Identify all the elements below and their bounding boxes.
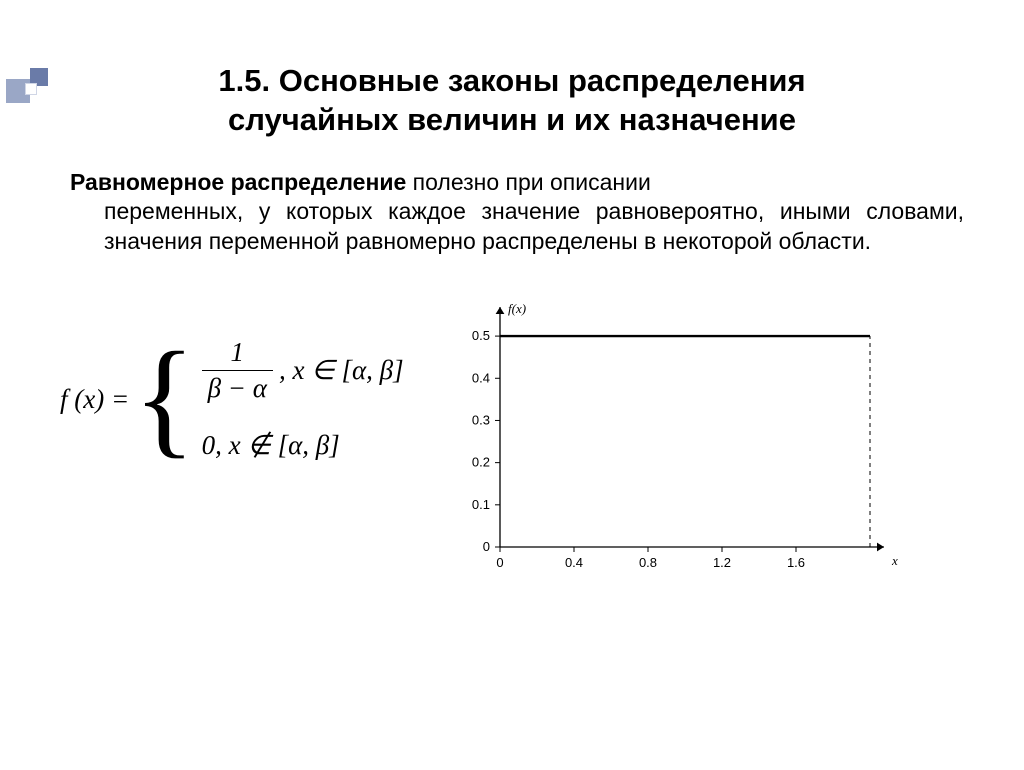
svg-text:f(x): f(x) (508, 301, 526, 316)
svg-text:0.4: 0.4 (565, 555, 583, 570)
paragraph-rest-1: полезно при описании (406, 169, 651, 195)
paragraph-rest-block: переменных, у которых каждое значение ра… (70, 197, 964, 257)
svg-text:0.8: 0.8 (639, 555, 657, 570)
svg-text:0.3: 0.3 (472, 413, 490, 428)
slide-corner-decoration (6, 68, 58, 112)
svg-text:x: x (891, 553, 898, 568)
svg-text:0.2: 0.2 (472, 455, 490, 470)
formula-case-2: 0, x ∉ [α, β] (202, 430, 404, 461)
frac-numerator: 1 (225, 337, 251, 370)
svg-text:0: 0 (496, 555, 503, 570)
frac-denominator: β − α (202, 370, 273, 404)
title-line-2: случайных величин и их назначение (228, 102, 796, 137)
title-line-1: 1.5. Основные законы распределения (218, 63, 805, 98)
svg-text:0.4: 0.4 (472, 370, 490, 385)
formula-lhs: f (x) = (60, 384, 129, 415)
content-row: f (x) = { 1 β − α , x ∈ [α, β] 0, x ∉ [α… (0, 297, 1024, 587)
svg-text:1.6: 1.6 (787, 555, 805, 570)
formula-case-1: 1 β − α , x ∈ [α, β] (202, 337, 404, 404)
svg-text:1.2: 1.2 (713, 555, 731, 570)
body-paragraph: Равномерное распределение полезно при оп… (70, 168, 964, 258)
paragraph-lead: Равномерное распределение (70, 169, 406, 195)
svg-text:0.1: 0.1 (472, 497, 490, 512)
uniform-pdf-chart: 0 0.4 0.8 1.2 1.6 0 0.1 0.2 0.3 0.4 0.5 x f(x) (440, 297, 910, 587)
chart-container: 0 0.4 0.8 1.2 1.6 0 0.1 0.2 0.3 0.4 0.5 x f(x) (430, 297, 1024, 587)
slide-title: 1.5. Основные законы распределения случа… (0, 62, 1024, 140)
brace-icon: { (133, 350, 195, 448)
svg-text:0.5: 0.5 (472, 328, 490, 343)
svg-text:0: 0 (483, 539, 490, 554)
formula-block: f (x) = { 1 β − α , x ∈ [α, β] 0, x ∉ [α… (0, 297, 430, 461)
formula-cond-1: , x ∈ [α, β] (279, 355, 404, 386)
